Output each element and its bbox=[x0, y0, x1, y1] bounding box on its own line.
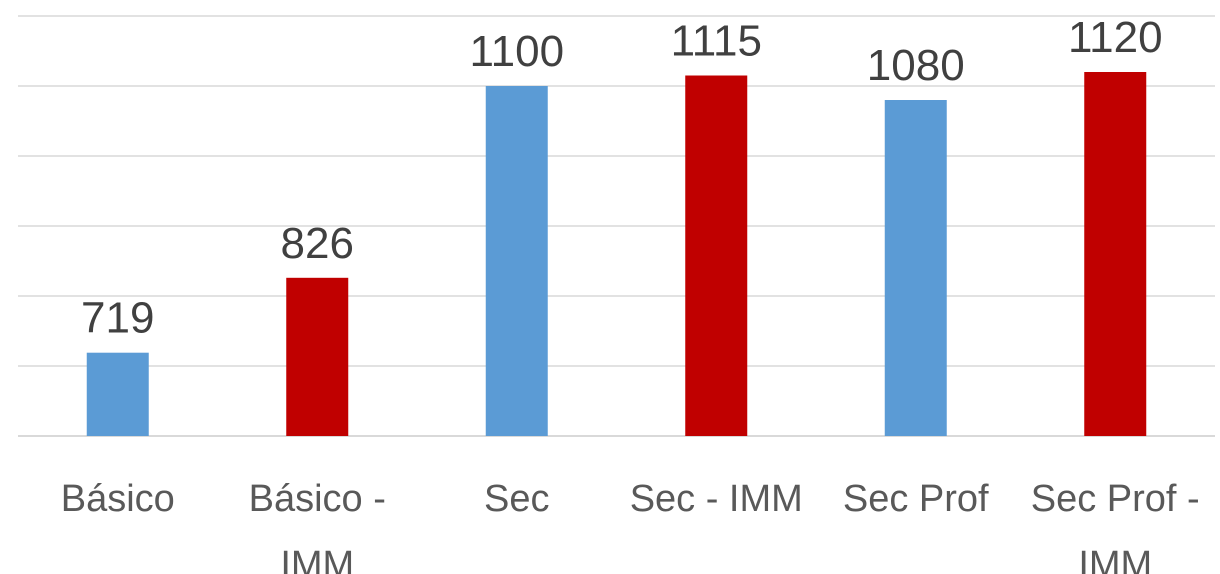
gridlines bbox=[18, 15, 1215, 437]
bar bbox=[884, 100, 947, 436]
bar bbox=[286, 277, 349, 436]
x-axis-tick-labels: Básico Básico - IMM Sec Sec - IMM Sec Prof Sec… bbox=[61, 478, 1200, 574]
x-tick-label: Sec - IMM bbox=[630, 478, 803, 520]
x-tick-label: Sec Prof - bbox=[1031, 478, 1200, 520]
bar bbox=[1084, 72, 1147, 436]
x-tick-label: IMM bbox=[280, 544, 354, 574]
data-label: 1120 bbox=[1068, 13, 1163, 62]
data-label: 1115 bbox=[671, 17, 762, 66]
x-tick-label: IMM bbox=[1078, 544, 1152, 574]
data-label: 1100 bbox=[469, 27, 564, 76]
data-label: 826 bbox=[281, 219, 354, 268]
x-tick-label: Sec bbox=[484, 478, 549, 520]
data-labels: 719 826 1100 1115 1080 1120 bbox=[81, 13, 1163, 343]
bar bbox=[485, 86, 548, 436]
bar bbox=[86, 352, 149, 436]
bars bbox=[86, 72, 1147, 436]
x-tick-label: Sec Prof bbox=[843, 478, 989, 520]
x-tick-label: Básico bbox=[61, 478, 175, 520]
data-label: 719 bbox=[81, 294, 154, 343]
bar bbox=[685, 75, 748, 436]
x-tick-label: Básico - bbox=[249, 478, 386, 520]
data-label: 1080 bbox=[867, 41, 965, 90]
